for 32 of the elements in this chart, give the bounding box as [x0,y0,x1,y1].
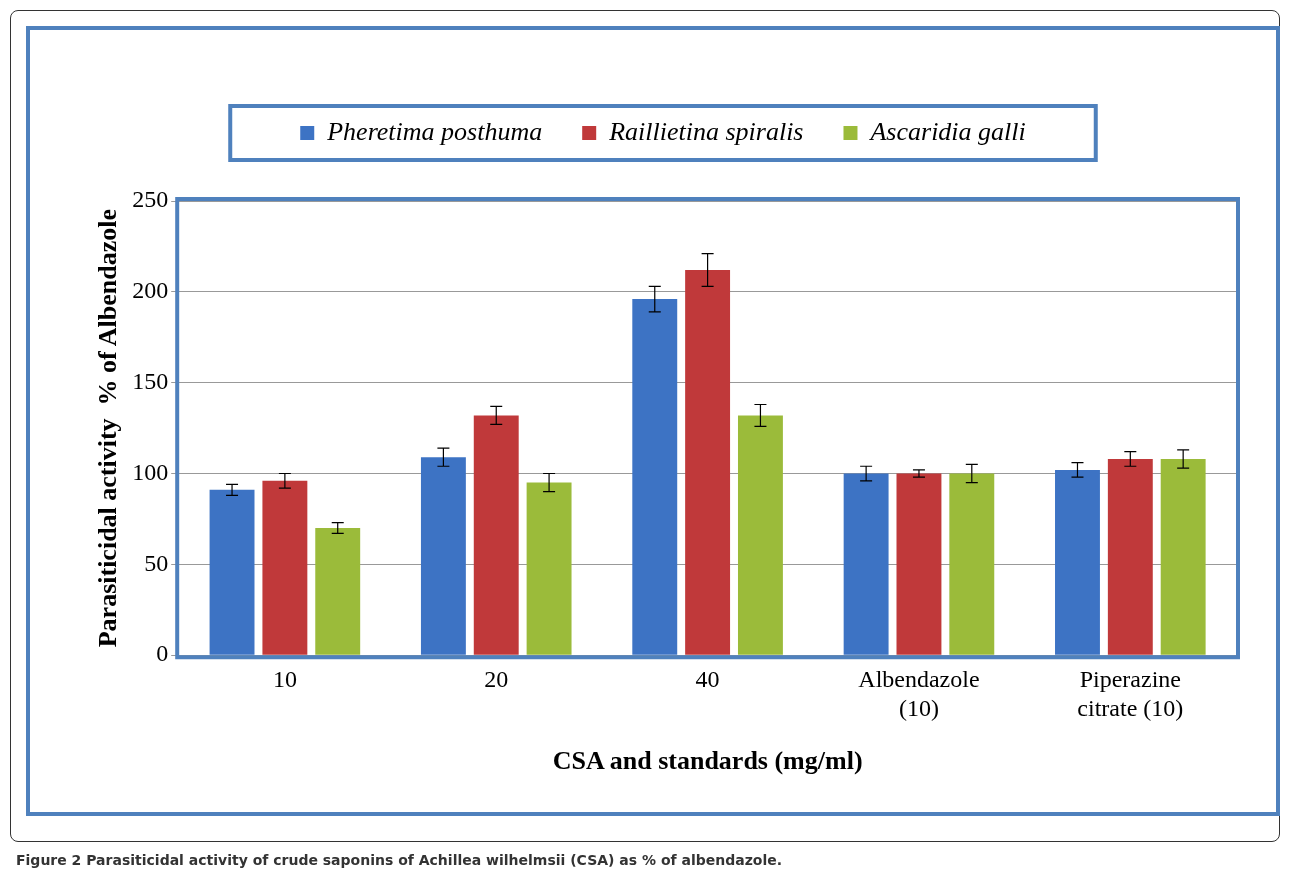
bar [526,482,572,655]
x-tick-label: Piperazine citrate (10) [1077,665,1184,721]
x-axis-title: CSA and standards (mg/ml) [552,746,863,776]
y-tick-label: 100 [132,458,169,485]
bar [737,415,783,655]
bar [896,473,942,655]
bar [473,415,519,655]
x-tick-label: 20 [484,665,509,692]
caption: Figure 2 Parasiticidal activity of crude saponins of Achillea wilhelmsii (CSA) as % of albendazole. [16,852,783,868]
bar [843,473,889,655]
bar [262,480,308,655]
legend-label: Raillietina spiralis [608,116,804,146]
y-tick-label: 250 [132,186,169,213]
bar [1055,469,1100,655]
bar [632,299,678,655]
bar [1160,458,1206,655]
y-tick-label: 50 [144,549,169,576]
bar [315,528,361,655]
bar [209,489,255,655]
legend-label: Pheretima posthuma [326,116,543,146]
bar [1107,458,1153,655]
y-axis-title: Parasiticidal activity % of Albendazole [93,208,123,648]
bar [420,457,466,655]
y-tick-label: 150 [132,367,169,394]
bar [685,270,731,655]
x-tick-label: 40 [695,665,720,692]
x-tick-label: 10 [272,665,297,692]
y-tick-label: 0 [156,640,169,667]
y-tick-label: 200 [132,277,169,304]
bar [949,473,995,655]
legend-label: Ascaridia galli [868,116,1026,146]
x-tick-label: Albendazole (10) [858,665,980,721]
